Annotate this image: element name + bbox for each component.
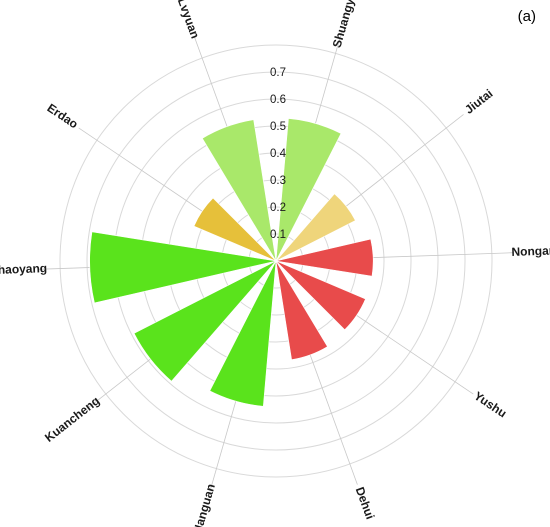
category-label-nongan: Nongan — [511, 243, 550, 259]
bar-jiutai — [275, 193, 356, 262]
bar-lvyuan — [201, 119, 277, 262]
category-label-lvyuan: Lvyuan — [175, 0, 203, 40]
category-label-erdao: Erdao — [45, 101, 81, 132]
radial-tick-label: 0.4 — [270, 148, 287, 160]
category-label-dehui: Dehui — [353, 485, 378, 521]
radial-tick-layer: 0.1 0.2 0.3 0.4 0.5 0.6 0.7 — [270, 67, 287, 241]
panel-label: (a) — [517, 8, 536, 25]
bar-layer — [89, 118, 374, 407]
category-label-shuangyang: Shuangyang — [330, 0, 363, 49]
bar-chaoyang — [89, 231, 277, 304]
grid-ring — [59, 44, 493, 478]
bar-shuangyang — [275, 118, 342, 262]
bar-nongan — [275, 238, 374, 277]
grid-ring — [86, 71, 466, 451]
radial-tick-label: 0.5 — [270, 121, 286, 133]
bar-yushu — [275, 260, 366, 331]
radial-tick-label: 0.3 — [270, 175, 286, 187]
bar-erdao — [193, 197, 277, 262]
radial-tick-label: 0.2 — [270, 202, 286, 214]
category-label-kuancheng: Kuancheng — [42, 394, 102, 445]
bar-kuancheng — [133, 260, 277, 382]
radial-tick-label: 0.6 — [270, 94, 286, 106]
bar-dehui — [275, 260, 328, 361]
bar-nanguan — [209, 260, 277, 407]
category-label-chaoyang: Chaoyang — [0, 261, 47, 277]
radial-tick-label: 0.7 — [270, 67, 286, 79]
category-label-jiutai: Jiutai — [462, 86, 495, 116]
category-label-yushu: Yushu — [472, 389, 510, 421]
radial-tick-label: 0.1 — [270, 229, 286, 241]
category-label-nanguan: Nanguan — [190, 482, 218, 527]
